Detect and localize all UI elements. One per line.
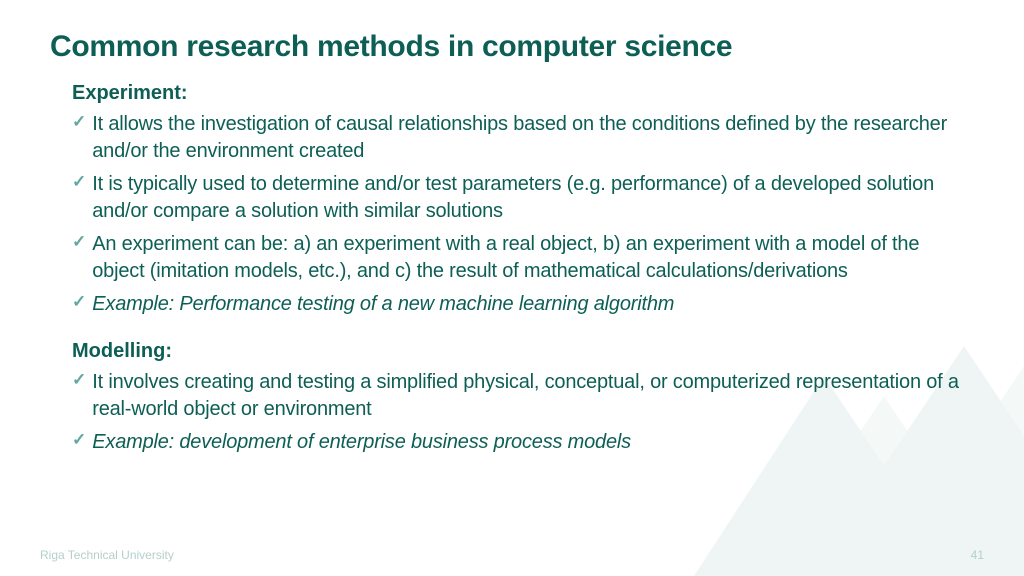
footer-institution: Riga Technical University [40,548,174,562]
bullet-text: It involves creating and testing a simpl… [92,369,974,423]
slide-content: Experiment: ✓ It allows the investigatio… [50,82,974,456]
bullet-text: It allows the investigation of causal re… [92,111,974,165]
check-icon: ✓ [72,111,86,134]
slide-title: Common research methods in computer scie… [50,30,974,64]
check-icon: ✓ [72,429,86,452]
footer-page-number: 41 [971,548,984,562]
bullet-text-example: Example: development of enterprise busin… [92,429,631,456]
check-icon: ✓ [72,231,86,254]
check-icon: ✓ [72,171,86,194]
bullet-item: ✓ Example: development of enterprise bus… [72,429,974,456]
check-icon: ✓ [72,369,86,392]
section-heading-modelling: Modelling: [72,340,974,363]
bullet-item: ✓ It allows the investigation of causal … [72,111,974,165]
bullet-text: It is typically used to determine and/or… [92,171,974,225]
bullet-text: An experiment can be: a) an experiment w… [92,231,974,285]
bullet-item: ✓ Example: Performance testing of a new … [72,291,974,318]
bullet-item: ✓ It is typically used to determine and/… [72,171,974,225]
slide: Common research methods in computer scie… [0,0,1024,576]
section-heading-experiment: Experiment: [72,82,974,105]
check-icon: ✓ [72,291,86,314]
bullet-item: ✓ It involves creating and testing a sim… [72,369,974,423]
bullet-item: ✓ An experiment can be: a) an experiment… [72,231,974,285]
bullet-text-example: Example: Performance testing of a new ma… [92,291,674,318]
